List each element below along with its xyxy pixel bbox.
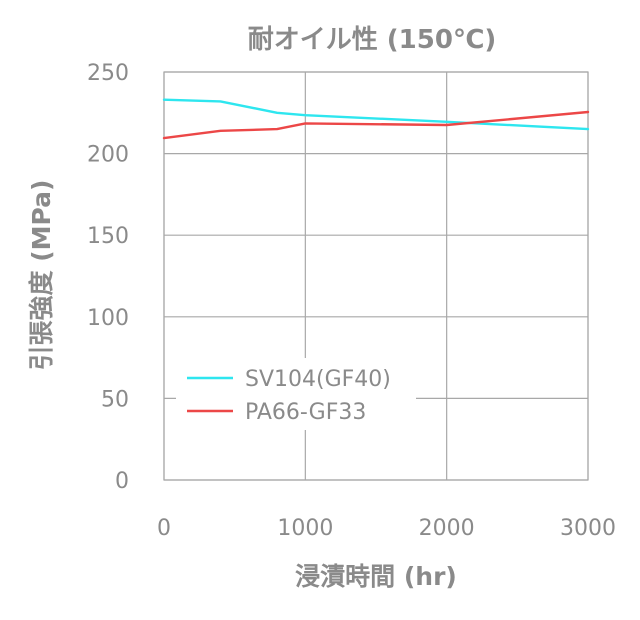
y-tick-label: 50 (101, 387, 129, 412)
legend-box (176, 358, 416, 430)
chart-title: 耐オイル性 (150℃) (248, 25, 497, 55)
series-line-2 (162, 110, 590, 140)
y-axis-title: 引張強度 (MPa) (27, 180, 56, 371)
legend-label-1: SV104(GF40) (245, 367, 391, 392)
x-tick-label: 1000 (277, 516, 333, 541)
y-tick-label: 250 (87, 61, 129, 86)
legend: SV104(GF40) PA66-GF33 (176, 358, 416, 430)
legend-label-2: PA66-GF33 (245, 400, 366, 425)
plot-frame (163, 71, 589, 481)
y-axis-ticks: 0 50 100 150 200 250 (87, 61, 129, 494)
x-tick-label: 0 (157, 516, 171, 541)
x-axis-title: 浸漬時間 (hr) (295, 562, 457, 591)
y-tick-label: 150 (87, 224, 129, 249)
x-axis-ticks: 0 1000 2000 3000 (157, 516, 616, 541)
series-layer (162, 98, 590, 140)
y-tick-label: 100 (87, 306, 129, 331)
x-tick-label: 3000 (560, 516, 616, 541)
y-tick-label: 0 (115, 469, 129, 494)
y-tick-label: 200 (87, 143, 129, 168)
x-tick-label: 2000 (419, 516, 475, 541)
